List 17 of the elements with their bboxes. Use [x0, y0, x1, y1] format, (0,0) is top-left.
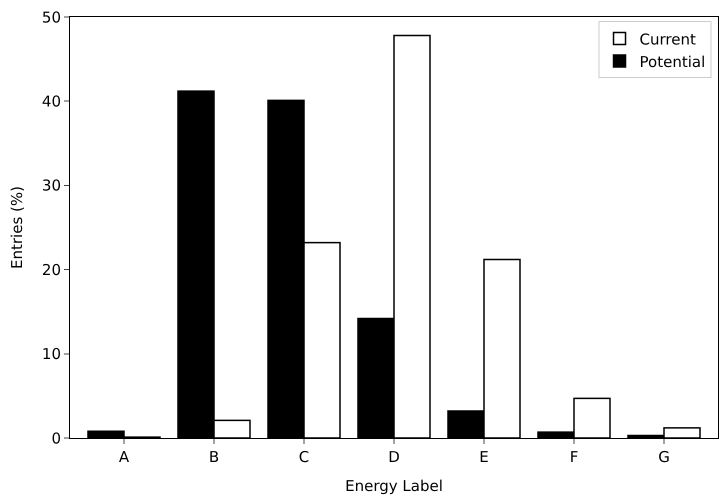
- legend-label: Current: [640, 30, 696, 48]
- x-tick-label: D: [388, 448, 400, 466]
- x-tick-label: E: [479, 448, 489, 466]
- y-tick-label: 0: [51, 429, 61, 448]
- y-tick-label: 20: [42, 260, 61, 279]
- x-tick-label: A: [118, 448, 130, 466]
- y-tick-label: 10: [42, 345, 61, 364]
- legend-label: Potential: [640, 52, 706, 71]
- x-tick-label: G: [658, 448, 670, 466]
- x-tick-label: F: [570, 448, 578, 466]
- x-tick-label: B: [208, 448, 220, 466]
- y-tick-label: 40: [42, 92, 61, 110]
- y-axis-title: Entries (%): [8, 186, 26, 269]
- y-tick-label: 50: [42, 8, 61, 26]
- y-tick-label: 30: [42, 176, 61, 195]
- x-axis-title: Energy Label: [345, 477, 443, 495]
- x-tick-label: C: [298, 448, 310, 466]
